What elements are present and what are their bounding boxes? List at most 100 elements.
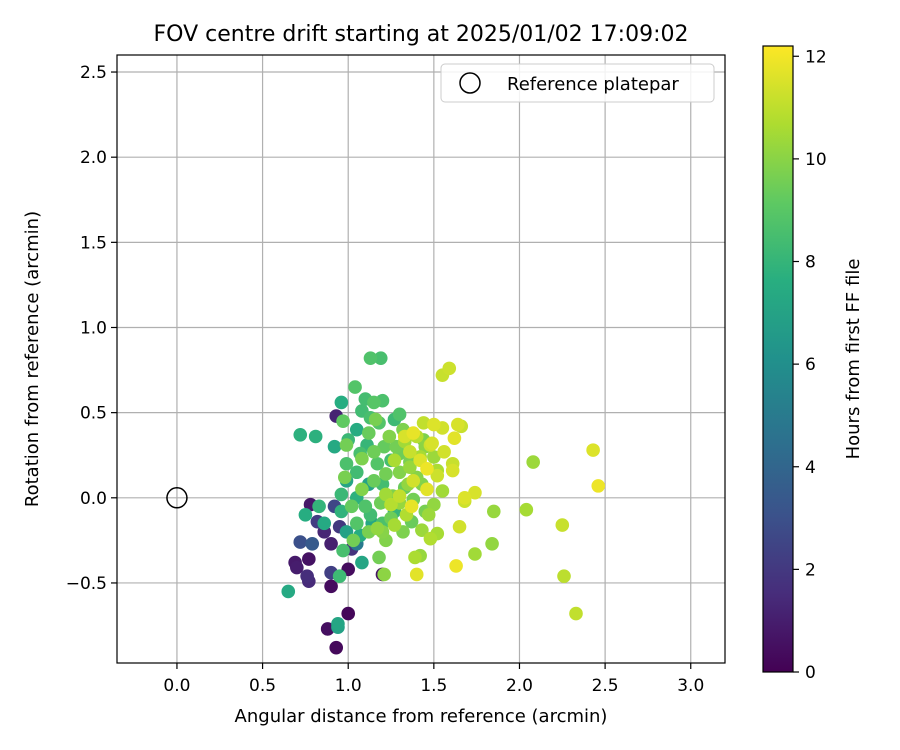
legend-box (440, 63, 715, 103)
data-point (420, 462, 434, 476)
data-point (361, 426, 376, 440)
data-point (334, 487, 349, 502)
y-tick-label: 0.5 (80, 404, 107, 424)
data-point (377, 439, 391, 454)
colorbar: 0 2 4 6 8 10 12 Hours from first FF file (762, 45, 864, 683)
plot-frame (116, 54, 726, 664)
data-point (348, 380, 362, 394)
data-point (298, 508, 313, 522)
colorbar-label: Hours from first FF file (843, 259, 864, 460)
data-point (468, 485, 482, 500)
data-point (392, 489, 407, 503)
colorbar-ticks: 0 2 4 6 8 10 12 (793, 47, 827, 683)
y-tick-label: 0.0 (80, 489, 107, 509)
x-tick-label: 2.0 (506, 676, 533, 696)
data-point (341, 606, 356, 621)
data-point (324, 579, 338, 594)
data-point (442, 361, 457, 376)
data-point (349, 516, 364, 531)
data-point (449, 559, 463, 573)
data-point (591, 479, 606, 493)
colorbar-tick-label: 2 (805, 560, 816, 580)
data-point (569, 606, 583, 621)
y-axis-ticks: −0.5 0.0 0.5 1.0 1.5 2.0 2.5 (66, 63, 117, 594)
reference-platepar-marker (166, 487, 188, 509)
data-point (293, 535, 308, 549)
data-point (312, 499, 326, 514)
data-point (379, 487, 393, 502)
x-tick-label: 2.5 (592, 676, 619, 696)
x-tick-label: 0.0 (163, 676, 190, 696)
data-point (382, 429, 397, 444)
data-point (300, 569, 314, 583)
x-axis-label: Angular distance from reference (arcmin) (235, 706, 608, 727)
data-point (408, 550, 422, 565)
data-point (373, 351, 388, 365)
data-point (317, 516, 332, 531)
data-point (367, 395, 381, 410)
colorbar-tick-label: 8 (805, 253, 816, 273)
data-point (420, 482, 434, 497)
data-point (331, 617, 345, 631)
data-point (387, 518, 402, 532)
data-point (427, 450, 441, 464)
y-axis-label: Rotation from reference (arcmin) (22, 211, 43, 507)
x-tick-label: 0.5 (249, 676, 276, 696)
data-point (425, 436, 439, 451)
data-point (485, 536, 499, 551)
chart-title: FOV centre drift starting at 2025/01/02 … (154, 22, 689, 47)
data-point (339, 438, 354, 452)
data-point (403, 445, 417, 459)
data-point (302, 552, 316, 566)
data-point (346, 533, 361, 548)
data-point (344, 499, 359, 514)
data-point (358, 499, 373, 514)
data-point (403, 460, 417, 474)
x-tick-label: 1.0 (335, 676, 362, 696)
x-axis-ticks: 0.0 0.5 1.0 1.5 2.0 2.5 3.0 (163, 663, 704, 696)
data-point (336, 414, 350, 428)
y-tick-label: 2.5 (80, 63, 107, 83)
colorbar-tick-label: 10 (805, 150, 827, 170)
data-point (305, 536, 320, 551)
data-point (370, 456, 385, 471)
data-point (437, 445, 451, 459)
data-point (406, 426, 421, 440)
data-point (384, 497, 398, 512)
data-point (334, 395, 349, 410)
data-point (451, 417, 465, 432)
data-point (327, 439, 342, 454)
data-point (308, 429, 323, 444)
data-point (368, 412, 383, 427)
legend-label-reference: Reference platepar (507, 74, 679, 95)
data-point (332, 569, 347, 583)
data-point (290, 560, 304, 575)
data-point (586, 443, 600, 457)
colorbar-tick-label: 12 (805, 47, 827, 67)
data-point (427, 417, 441, 432)
data-point (555, 518, 570, 532)
data-point (379, 467, 393, 481)
data-point (367, 445, 381, 459)
data-point (435, 484, 450, 498)
y-tick-label: 1.0 (80, 318, 107, 338)
data-point (468, 547, 482, 561)
data-point (324, 536, 338, 551)
data-point (363, 351, 378, 365)
data-point (447, 431, 462, 445)
data-point (336, 543, 350, 558)
colorbar-tick-label: 6 (805, 355, 816, 375)
y-tick-label: −0.5 (66, 574, 107, 594)
grid (117, 55, 725, 663)
data-point (377, 567, 391, 582)
data-point (423, 531, 438, 546)
y-tick-label: 2.0 (80, 148, 107, 168)
data-point (339, 456, 354, 471)
x-tick-label: 3.0 (677, 676, 704, 696)
data-point (392, 407, 407, 422)
data-point (427, 497, 441, 512)
data-point (334, 504, 349, 519)
data-point (519, 502, 534, 517)
data-point (526, 455, 540, 469)
data-point (430, 468, 445, 483)
